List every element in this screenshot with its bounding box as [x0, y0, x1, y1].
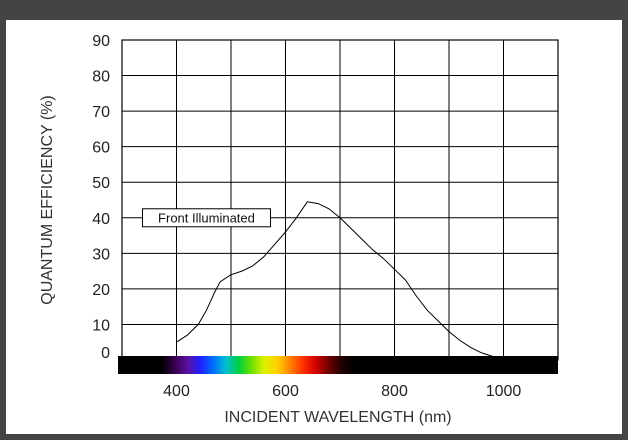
y-tick-label: 40 — [92, 211, 110, 228]
y-tick-label: 0 — [101, 345, 110, 362]
y-tick-label: 30 — [92, 246, 110, 263]
y-tick-label: 50 — [92, 175, 110, 192]
y-tick-label: 90 — [92, 33, 110, 50]
x-tick-label: 1000 — [486, 383, 522, 400]
x-tick-labels: 400 600 800 1000 — [163, 383, 521, 400]
y-tick-label: 70 — [92, 104, 110, 121]
qe-curve — [176, 201, 504, 361]
x-axis-title: INCIDENT WAVELENGTH (nm) — [224, 409, 451, 426]
annotations: Front Illuminated — [141, 208, 271, 228]
y-tick-label: 60 — [92, 140, 110, 157]
annotation-box — [141, 208, 271, 228]
spectrum-band — [118, 356, 558, 374]
y-tick-label: 80 — [92, 69, 110, 86]
grid-lines — [122, 39, 558, 360]
series-lines — [176, 201, 504, 361]
y-tick-label: 10 — [92, 317, 110, 334]
y-tick-label: 20 — [92, 282, 110, 299]
annotation-label: Front Illuminated — [158, 210, 255, 225]
x-tick-label: 600 — [272, 383, 299, 400]
y-axis-title: QUANTUM EFFICIENCY (%) — [39, 95, 56, 304]
x-tick-label: 400 — [163, 383, 190, 400]
x-tick-label: 800 — [381, 383, 408, 400]
spectrum-band-colors — [149, 356, 368, 374]
y-tick-labels: 0 10 20 30 40 50 60 70 80 90 — [92, 33, 110, 362]
